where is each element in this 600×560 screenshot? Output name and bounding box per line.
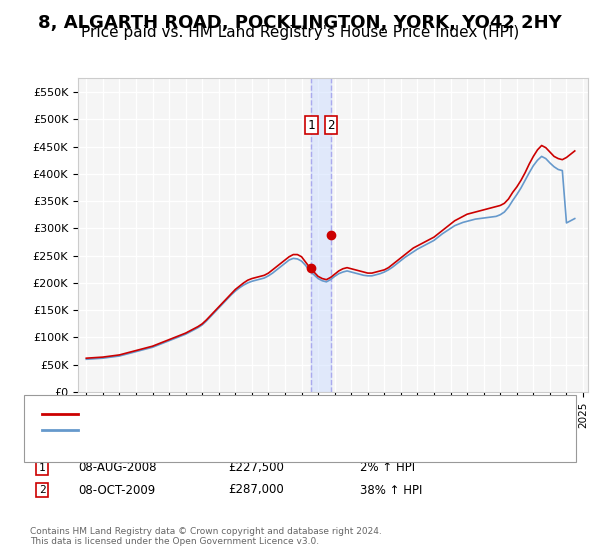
Text: 1: 1 <box>308 119 315 132</box>
Text: 08-OCT-2009: 08-OCT-2009 <box>78 483 155 497</box>
Text: Contains HM Land Registry data © Crown copyright and database right 2024.
This d: Contains HM Land Registry data © Crown c… <box>30 526 382 546</box>
Text: Price paid vs. HM Land Registry's House Price Index (HPI): Price paid vs. HM Land Registry's House … <box>81 25 519 40</box>
Text: 2% ↑ HPI: 2% ↑ HPI <box>360 461 415 474</box>
Text: 8, ALGARTH ROAD, POCKLINGTON, YORK, YO42 2HY (detached house): 8, ALGARTH ROAD, POCKLINGTON, YORK, YO42… <box>84 409 448 419</box>
Text: 2: 2 <box>38 485 46 495</box>
Text: 1: 1 <box>38 463 46 473</box>
Text: 08-AUG-2008: 08-AUG-2008 <box>78 461 157 474</box>
Text: 8, ALGARTH ROAD, POCKLINGTON, YORK, YO42 2HY: 8, ALGARTH ROAD, POCKLINGTON, YORK, YO42… <box>38 14 562 32</box>
Text: 2: 2 <box>327 119 335 132</box>
Text: 38% ↑ HPI: 38% ↑ HPI <box>360 483 422 497</box>
Text: £287,000: £287,000 <box>228 483 284 497</box>
Text: £227,500: £227,500 <box>228 461 284 474</box>
Bar <box>311 78 331 392</box>
Text: HPI: Average price, detached house, East Riding of Yorkshire: HPI: Average price, detached house, East… <box>84 424 400 435</box>
